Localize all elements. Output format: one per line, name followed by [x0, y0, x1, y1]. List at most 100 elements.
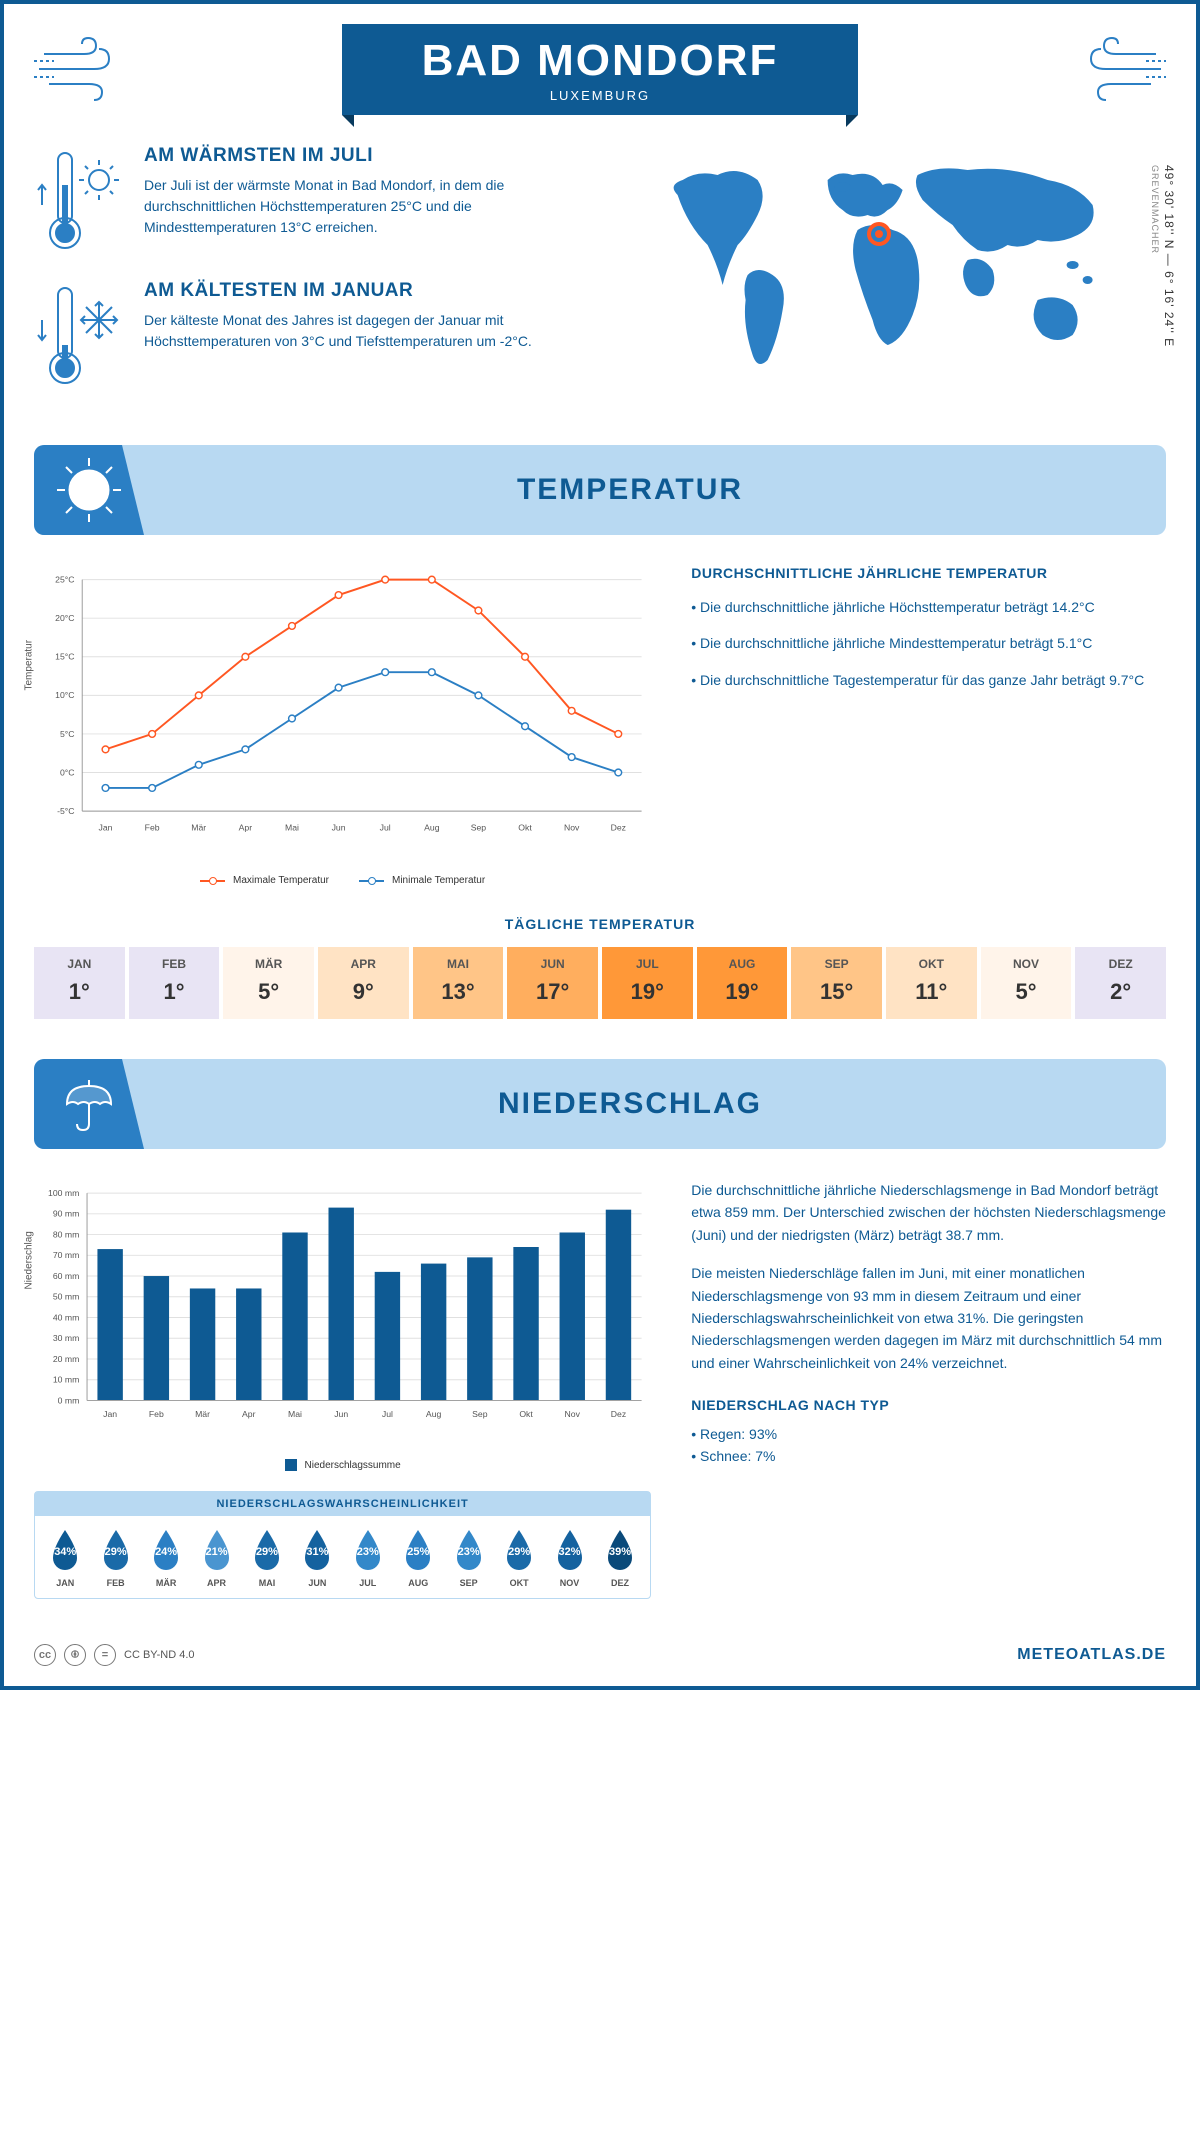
- fact-cold-text: Der kälteste Monat des Jahres ist dagege…: [144, 310, 559, 352]
- svg-text:Mai: Mai: [288, 1409, 302, 1419]
- daily-temp-grid: JAN1°FEB1°MÄR5°APR9°MAI13°JUN17°JUL19°AU…: [34, 947, 1166, 1019]
- temp-bullet: • Die durchschnittliche jährliche Höchst…: [691, 596, 1166, 618]
- svg-text:15°C: 15°C: [55, 652, 74, 662]
- umbrella-icon: [57, 1072, 122, 1137]
- month-value: 11°: [890, 979, 973, 1005]
- probability-value: 32%: [559, 1546, 581, 1558]
- month-value: 17°: [511, 979, 594, 1005]
- precip-type-item: • Regen: 93%: [691, 1423, 1166, 1445]
- svg-text:Dez: Dez: [611, 822, 626, 832]
- svg-text:Mai: Mai: [285, 822, 299, 832]
- probability-value: 25%: [407, 1546, 429, 1558]
- temperature-line-chart: Temperatur -5°C0°C5°C10°C15°C20°C25°CJan…: [34, 565, 651, 865]
- probability-value: 29%: [105, 1546, 127, 1558]
- probability-cell: 24% MÄR: [141, 1526, 191, 1588]
- svg-text:80 mm: 80 mm: [53, 1229, 79, 1239]
- probability-month: DEZ: [595, 1578, 645, 1588]
- probability-month: SEP: [443, 1578, 493, 1588]
- month-cell: APR 9°: [318, 947, 409, 1019]
- city-name: BAD MONDORF: [422, 36, 779, 86]
- svg-text:0 mm: 0 mm: [58, 1395, 80, 1405]
- svg-text:Feb: Feb: [145, 822, 160, 832]
- svg-text:Nov: Nov: [564, 822, 580, 832]
- fact-warmest: AM WÄRMSTEN IM JULI Der Juli ist der wär…: [34, 145, 559, 255]
- title-banner: BAD MONDORF LUXEMBURG: [342, 24, 859, 115]
- month-cell: MÄR5°: [223, 947, 314, 1019]
- thermometer-hot-icon: [34, 145, 124, 255]
- probability-title: NIEDERSCHLAGSWAHRSCHEINLICHKEIT: [35, 1492, 650, 1516]
- month-cell: OKT 11°: [886, 947, 977, 1019]
- probability-month: MAI: [242, 1578, 292, 1588]
- precip-type-hdr: NIEDERSCHLAG NACH TYP: [691, 1394, 1166, 1416]
- temp-bullet: • Die durchschnittliche jährliche Mindes…: [691, 632, 1166, 654]
- svg-text:40 mm: 40 mm: [53, 1312, 79, 1322]
- svg-text:Aug: Aug: [426, 1409, 442, 1419]
- cc-icon: cc: [34, 1644, 56, 1666]
- probability-cell: 23% JUL: [343, 1526, 393, 1588]
- probability-value: 29%: [508, 1546, 530, 1558]
- probability-month: MÄR: [141, 1578, 191, 1588]
- temp-info-title: DURCHSCHNITTLICHE JÄHRLICHE TEMPERATUR: [691, 565, 1166, 581]
- svg-text:Nov: Nov: [565, 1409, 581, 1419]
- month-value: 1°: [133, 979, 216, 1005]
- section-title-precip: NIEDERSCHLAG: [94, 1087, 1166, 1121]
- coordinates: 49° 30' 18'' N — 6° 16' 24'' E GREVENMAC…: [1148, 165, 1176, 347]
- month-value: 5°: [985, 979, 1068, 1005]
- month-label: JUL: [606, 957, 689, 971]
- world-map: [589, 145, 1166, 415]
- probability-month: FEB: [90, 1578, 140, 1588]
- sun-icon: [54, 455, 124, 525]
- month-label: MAI: [417, 957, 500, 971]
- month-value: 1°: [38, 979, 121, 1005]
- raindrop-icon: 23%: [348, 1526, 388, 1574]
- daily-temp-title: TÄGLICHE TEMPERATUR: [34, 916, 1166, 932]
- temp-bullet: • Die durchschnittliche Tagestemperatur …: [691, 669, 1166, 691]
- raindrop-icon: 21%: [197, 1526, 237, 1574]
- probability-cell: 25% AUG: [393, 1526, 443, 1588]
- svg-text:Jul: Jul: [380, 822, 391, 832]
- header: BAD MONDORF LUXEMBURG: [34, 24, 1166, 115]
- probability-value: 23%: [357, 1546, 379, 1558]
- month-label: FEB: [133, 957, 216, 971]
- month-value: 19°: [701, 979, 784, 1005]
- month-value: 19°: [606, 979, 689, 1005]
- raindrop-icon: 23%: [449, 1526, 489, 1574]
- month-value: 15°: [795, 979, 878, 1005]
- svg-text:30 mm: 30 mm: [53, 1333, 79, 1343]
- month-label: APR: [322, 957, 405, 971]
- svg-text:10°C: 10°C: [55, 690, 74, 700]
- svg-text:Apr: Apr: [239, 822, 253, 832]
- probability-cell: 32% NOV: [544, 1526, 594, 1588]
- svg-text:Jan: Jan: [103, 1409, 117, 1419]
- probability-value: 24%: [155, 1546, 177, 1558]
- month-label: SEP: [795, 957, 878, 971]
- temp-legend: Maximale Temperatur Minimale Temperatur: [34, 875, 651, 886]
- probability-month: JUL: [343, 1578, 393, 1588]
- month-label: OKT: [890, 957, 973, 971]
- svg-text:Aug: Aug: [424, 822, 440, 832]
- month-value: 9°: [322, 979, 405, 1005]
- probability-cell: 39% DEZ: [595, 1526, 645, 1588]
- precip-text: Die durchschnittliche jährliche Niedersc…: [691, 1179, 1166, 1246]
- month-label: NOV: [985, 957, 1068, 971]
- country-name: LUXEMBURG: [422, 88, 779, 103]
- svg-text:Mär: Mär: [195, 1409, 210, 1419]
- svg-text:Jun: Jun: [334, 1409, 348, 1419]
- raindrop-icon: 29%: [499, 1526, 539, 1574]
- precip-type-item: • Schnee: 7%: [691, 1445, 1166, 1467]
- thermometer-cold-icon: [34, 280, 124, 390]
- fact-coldest: AM KÄLTESTEN IM JANUAR Der kälteste Mona…: [34, 280, 559, 390]
- precip-y-label: Niederschlag: [24, 1231, 35, 1289]
- svg-text:70 mm: 70 mm: [53, 1250, 79, 1260]
- probability-value: 29%: [256, 1546, 278, 1558]
- month-label: JAN: [38, 957, 121, 971]
- svg-text:Apr: Apr: [242, 1409, 256, 1419]
- month-label: JUN: [511, 957, 594, 971]
- month-label: MÄR: [227, 957, 310, 971]
- svg-text:25°C: 25°C: [55, 575, 74, 585]
- raindrop-icon: 29%: [96, 1526, 136, 1574]
- svg-text:5°C: 5°C: [60, 729, 75, 739]
- section-precip-banner: NIEDERSCHLAG: [34, 1059, 1166, 1149]
- probability-month: APR: [191, 1578, 241, 1588]
- svg-text:20 mm: 20 mm: [53, 1354, 79, 1364]
